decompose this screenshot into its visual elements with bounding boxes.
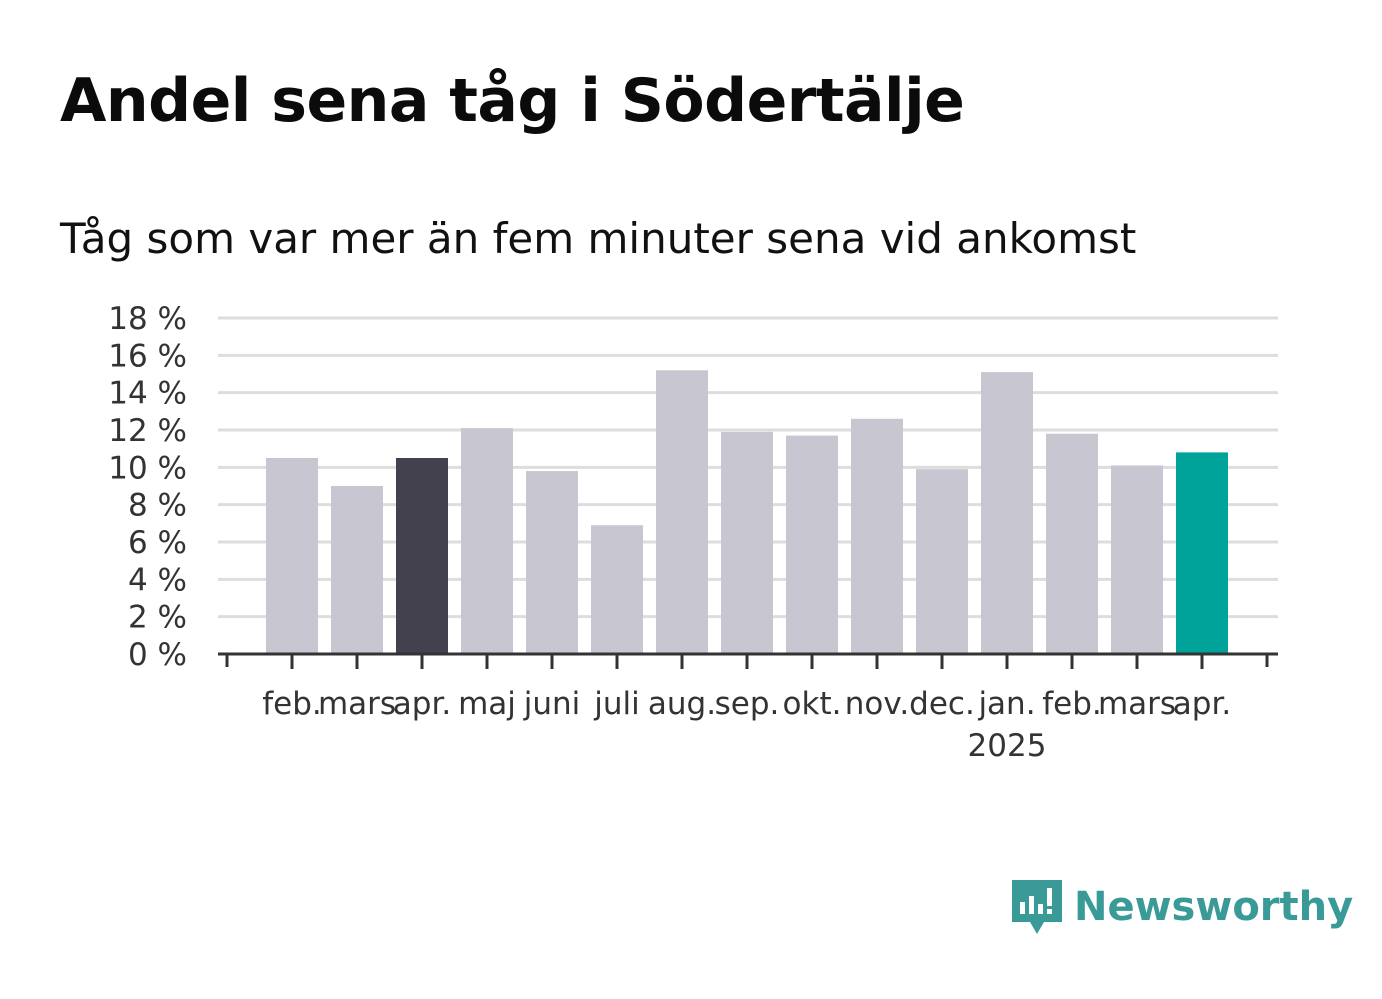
bar bbox=[851, 418, 903, 654]
x-tick-label: aug. bbox=[648, 686, 716, 722]
bar bbox=[1046, 433, 1098, 654]
x-tick-label: sep. bbox=[715, 686, 780, 722]
y-tick-label: 4 % bbox=[128, 562, 187, 598]
x-tick-label: feb. bbox=[262, 686, 322, 722]
y-tick-label: 8 % bbox=[128, 488, 187, 524]
x-tick-label: dec. bbox=[909, 686, 975, 722]
y-tick-label: 18 % bbox=[108, 301, 187, 337]
y-tick-label: 12 % bbox=[108, 413, 187, 449]
bar bbox=[331, 486, 383, 654]
chart-title: Andel sena tåg i Södertälje bbox=[60, 66, 965, 136]
bar bbox=[981, 372, 1033, 654]
bar bbox=[266, 458, 318, 654]
bar bbox=[1111, 465, 1163, 654]
brand-name: Newsworthy bbox=[1074, 884, 1354, 930]
bar bbox=[721, 431, 773, 654]
bar bbox=[591, 525, 643, 654]
bar bbox=[656, 370, 708, 654]
x-tick-label: apr. bbox=[393, 686, 451, 722]
x-tick-label: feb. bbox=[1042, 686, 1102, 722]
bars bbox=[266, 370, 1228, 654]
bar bbox=[526, 471, 578, 654]
newsworthy-logo-icon bbox=[1012, 880, 1062, 934]
y-tick-label: 14 % bbox=[108, 376, 187, 412]
y-tick-label: 16 % bbox=[108, 338, 187, 374]
x-tick-label: mars bbox=[1098, 686, 1176, 722]
y-tick-label: 10 % bbox=[108, 450, 187, 486]
x-tick-label: mars bbox=[318, 686, 396, 722]
chart-subtitle: Tåg som var mer än fem minuter sena vid … bbox=[60, 214, 1137, 263]
y-tick-label: 0 % bbox=[128, 637, 187, 673]
bar bbox=[916, 469, 968, 654]
x-tick-label: apr. bbox=[1173, 686, 1231, 722]
x-year-label: 2025 bbox=[968, 728, 1047, 764]
x-tick-label: juli bbox=[593, 686, 640, 722]
newsworthy-logo: Newsworthy bbox=[1010, 876, 1353, 938]
bar bbox=[396, 458, 448, 654]
x-tick-label: maj bbox=[458, 686, 516, 722]
y-axis: 0 %2 %4 %6 %8 %10 %12 %14 %16 %18 % bbox=[108, 301, 187, 673]
x-tick-label: juni bbox=[523, 686, 581, 722]
y-tick-label: 6 % bbox=[128, 525, 187, 561]
y-tick-label: 2 % bbox=[128, 600, 187, 636]
bar bbox=[461, 428, 513, 654]
x-tick-label: jan. bbox=[977, 686, 1035, 722]
x-tick-label: okt. bbox=[783, 686, 842, 722]
bar bbox=[1176, 452, 1228, 654]
bar bbox=[786, 435, 838, 654]
x-tick-label: nov. bbox=[845, 686, 909, 722]
